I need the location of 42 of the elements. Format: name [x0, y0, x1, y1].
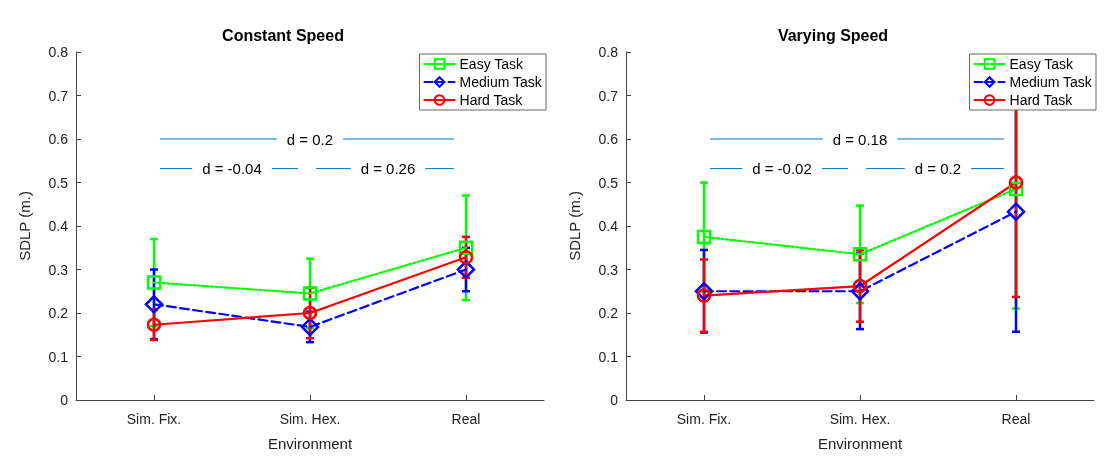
y-axis-title: SDLP (m.): [16, 191, 33, 261]
legend-label: Easy Task: [459, 56, 525, 72]
x-tick-label: Real: [451, 411, 481, 427]
x-tick-label: Sim. Hex.: [279, 411, 341, 427]
annotation: d = 0.18: [832, 130, 888, 148]
y-tick-label: 0.8: [598, 44, 619, 60]
legend-label: Easy Task: [1009, 56, 1075, 72]
annotation: d = 0.2: [914, 160, 962, 178]
y-tick-label: 0.7: [48, 87, 69, 104]
y-tick-label: 0.4: [48, 218, 69, 234]
legend-label: Medium Task: [459, 74, 543, 90]
chart-title: Varying Speed: [777, 26, 889, 44]
legend-label: Medium Task: [1009, 74, 1093, 90]
y-tick-label: 0.5: [48, 174, 69, 191]
chart-title: Constant Speed: [222, 26, 344, 44]
annotation: d = 0.2: [286, 130, 334, 148]
y-axis-title: SDLP (m.): [566, 191, 583, 261]
y-tick-label: 0.5: [598, 174, 619, 191]
x-tick-label: Sim. Fix.: [126, 411, 182, 427]
x-tick-label: Real: [1001, 411, 1031, 427]
legend-label: Hard Task: [1009, 92, 1074, 108]
y-tick-label: 0.8: [48, 44, 69, 60]
y-tick-label: 0.4: [598, 218, 619, 234]
x-tick-label: Sim. Fix.: [676, 411, 732, 427]
y-tick-label: 0.6: [48, 131, 69, 147]
y-tick-label: 0.6: [598, 131, 619, 147]
y-tick-label: 0.7: [598, 87, 619, 104]
y-tick-label: 0: [60, 392, 69, 408]
y-tick-label: 0.2: [48, 305, 69, 321]
annotation: d = -0.04: [202, 160, 262, 178]
y-tick-label: 0.1: [598, 348, 619, 365]
legend-label: Hard Task: [459, 92, 524, 108]
y-tick-label: 0.2: [598, 305, 619, 321]
x-tick-label: Sim. Hex.: [829, 411, 891, 427]
x-axis-title: Environment: [817, 435, 903, 452]
y-tick-label: 0.3: [48, 261, 69, 278]
annotation: d = 0.26: [360, 160, 416, 178]
y-tick-label: 0: [610, 392, 619, 408]
annotation: d = -0.02: [752, 160, 812, 178]
y-tick-label: 0.1: [48, 348, 69, 365]
y-tick-label: 0.3: [598, 261, 619, 278]
x-axis-title: Environment: [267, 435, 353, 452]
